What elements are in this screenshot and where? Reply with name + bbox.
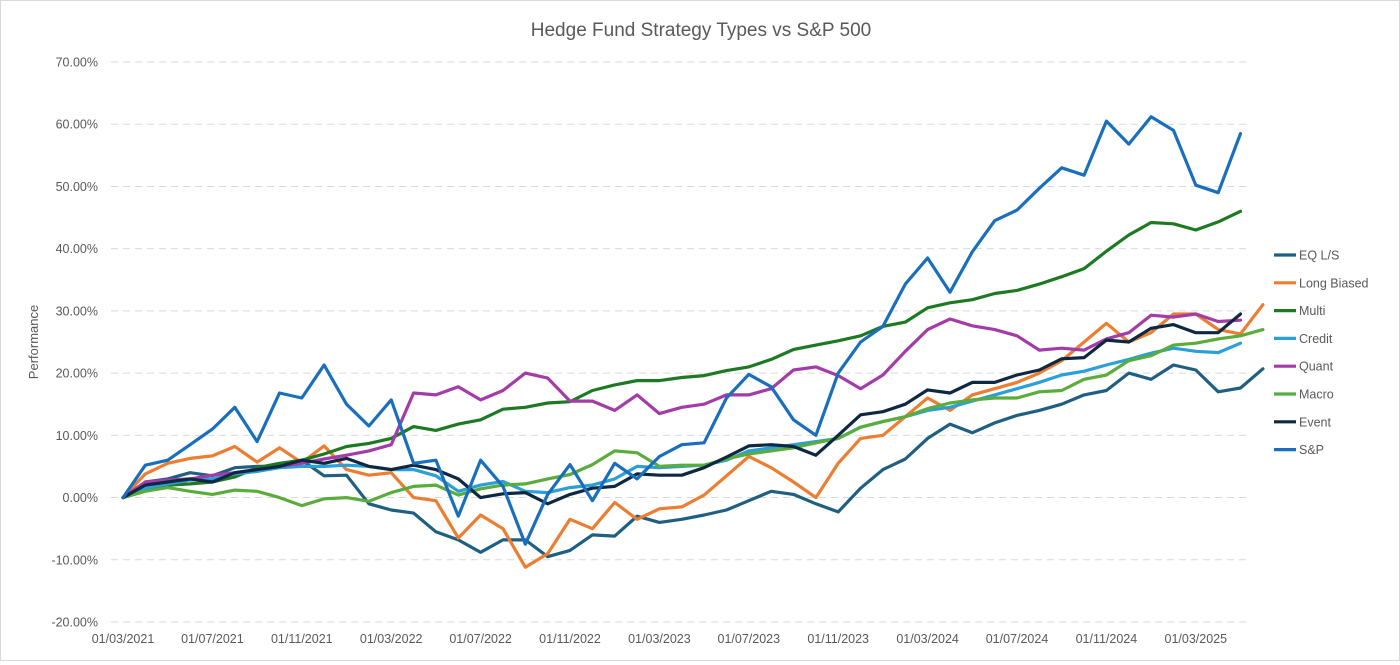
legend-label: Multi: [1299, 304, 1325, 318]
x-tick-label: 01/03/2021: [92, 632, 155, 646]
series-line-macro: [121, 328, 1265, 508]
y-tick-label: -10.00%: [51, 553, 98, 567]
gridlines: [111, 61, 1251, 623]
y-tick-label: 30.00%: [56, 304, 98, 318]
x-tick-label: 01/03/2023: [628, 632, 691, 646]
series-line-s-p: [121, 115, 1243, 546]
x-tick-label: 01/07/2023: [718, 632, 781, 646]
x-tick-label: 01/03/2024: [896, 632, 959, 646]
y-tick-label: 10.00%: [56, 429, 98, 443]
legend-label: EQ L/S: [1299, 249, 1339, 263]
y-axis-label: Performance: [26, 305, 41, 379]
series-line-quant: [121, 312, 1243, 500]
legend-label: Long Biased: [1299, 276, 1369, 290]
x-tick-label: 01/07/2022: [449, 632, 512, 646]
y-tick-label: 50.00%: [56, 180, 98, 194]
series-line-long-biased: [121, 303, 1265, 569]
legend-label: Credit: [1299, 332, 1333, 346]
x-tick-label: 01/11/2022: [539, 632, 601, 646]
x-tick-label: 01/07/2021: [181, 632, 244, 646]
legend-label: Macro: [1299, 388, 1334, 402]
y-tick-labels: 70.00% 60.00% 50.00% 40.00% 30.00% 20.00% 10.0…: [51, 56, 98, 630]
y-tick-label: 60.00%: [56, 118, 98, 132]
series-line-multi: [121, 209, 1243, 500]
chart-title: Hedge Fund Strategy Types vs S&P 500: [531, 20, 871, 41]
legend-label: Event: [1299, 415, 1331, 429]
x-tick-label: 01/11/2023: [807, 632, 869, 646]
y-tick-label: -20.00%: [51, 616, 98, 630]
legend-label: Quant: [1299, 360, 1334, 374]
series-line-event: [121, 312, 1243, 506]
x-tick-labels: 01/03/2021 01/07/2021 01/11/2021 01/03/2022…: [92, 632, 1227, 646]
series-lines: [121, 115, 1265, 569]
y-tick-label: 0.00%: [63, 491, 98, 505]
y-tick-label: 70.00%: [56, 56, 98, 70]
y-tick-label: 20.00%: [56, 367, 98, 381]
x-tick-label: 01/07/2024: [986, 632, 1049, 646]
x-tick-label: 01/03/2022: [360, 632, 423, 646]
x-tick-label: 01/11/2024: [1076, 632, 1138, 646]
x-tick-label: 01/11/2021: [271, 632, 333, 646]
x-tick-label: 01/03/2025: [1165, 632, 1228, 646]
legend-label: S&P: [1299, 443, 1324, 457]
legend: EQ L/S Long Biased Multi Credit Quant Macro Ev…: [1274, 249, 1369, 457]
y-tick-label: 40.00%: [56, 242, 98, 256]
